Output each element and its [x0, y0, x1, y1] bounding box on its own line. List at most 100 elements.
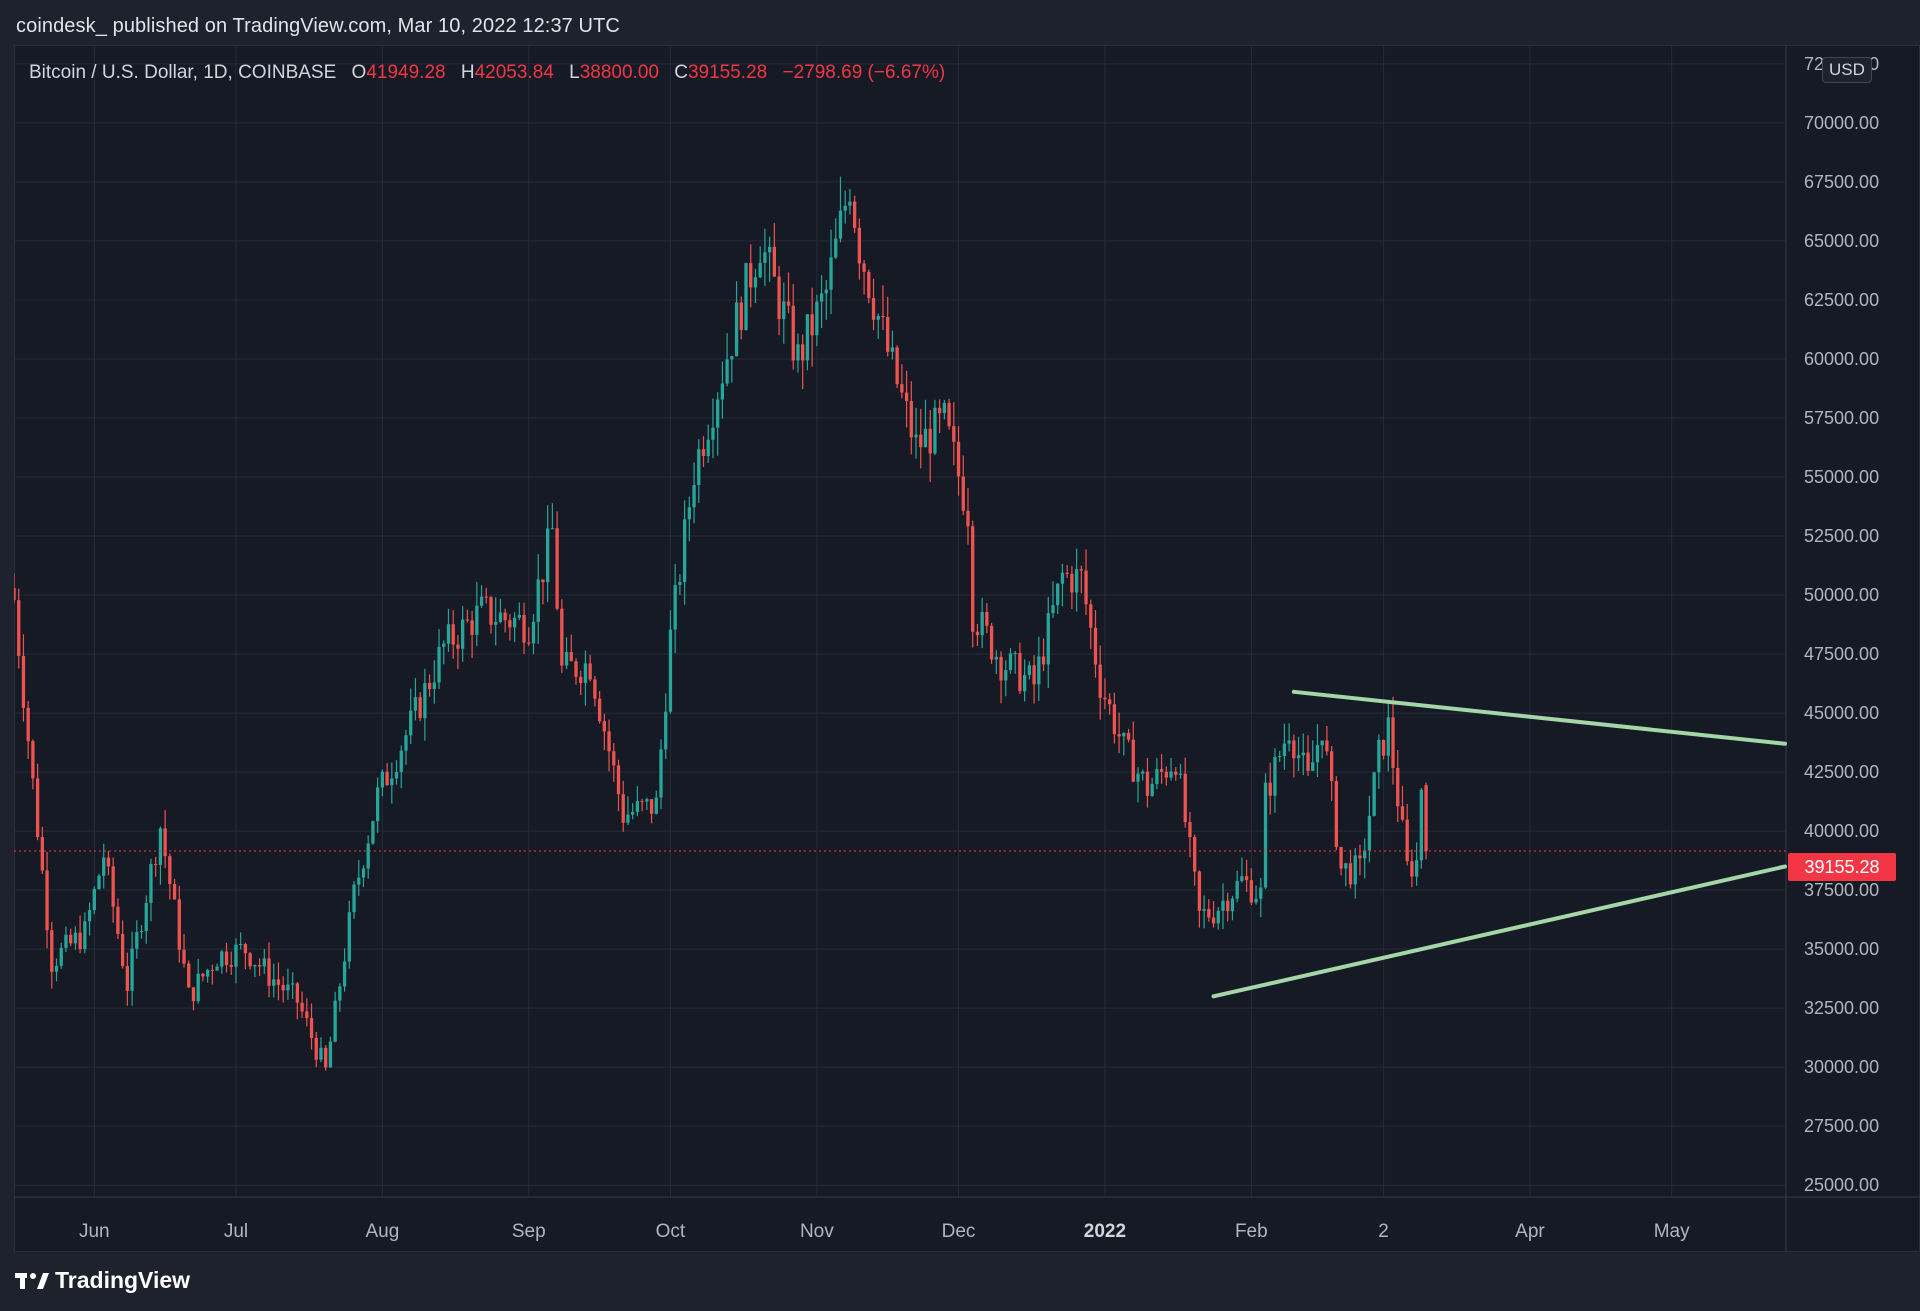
candle-body: [489, 597, 493, 625]
candle-body: [1079, 569, 1083, 571]
candle-body: [281, 984, 285, 991]
candle-body: [1122, 732, 1126, 737]
x-tick-label: Oct: [656, 1221, 686, 1242]
candle-body: [1363, 850, 1367, 859]
candle-body: [1414, 860, 1419, 877]
candle-body: [1004, 670, 1008, 681]
candle-body: [409, 710, 413, 736]
candle-body: [994, 656, 998, 660]
candle-body: [1112, 704, 1117, 735]
currency-button[interactable]: USD: [1822, 57, 1872, 83]
candle-body: [1221, 900, 1225, 911]
candle-body: [314, 1037, 318, 1060]
candle-body: [678, 581, 682, 585]
candle-body: [135, 932, 139, 949]
published-caption: coindesk_ published on TradingView.com, …: [16, 15, 620, 37]
candle-body: [253, 965, 257, 967]
candle-body: [92, 888, 96, 911]
footer-bar: [0, 1252, 1920, 1311]
candle-body: [446, 624, 451, 644]
candle-body: [1396, 767, 1400, 807]
candle-body: [125, 966, 129, 991]
close-label: C: [674, 62, 688, 83]
candle-body: [1367, 815, 1372, 851]
y-tick-label: 35000.00: [1804, 939, 1879, 959]
candle-body: [324, 1047, 328, 1068]
candle-body: [867, 271, 871, 298]
high-value: 42053.84: [474, 62, 554, 83]
candle-body: [664, 711, 668, 750]
close-value: 39155.28: [687, 62, 768, 83]
candle-body: [215, 966, 219, 971]
candle-body: [1141, 771, 1145, 774]
candle-body: [810, 314, 814, 336]
candle-body: [876, 315, 880, 320]
candle-body: [1027, 665, 1032, 675]
candle-body: [564, 652, 569, 666]
candle-body: [26, 707, 30, 742]
candle-body: [631, 811, 635, 815]
candle-body: [701, 449, 706, 457]
candle-body: [371, 821, 375, 844]
candle-body: [357, 877, 361, 885]
y-tick-label: 45000.00: [1804, 703, 1879, 723]
candlestick-chart[interactable]: 25000.00 27500.00 30000.00 32500.00 35000.00…: [14, 45, 1920, 1252]
candle-body: [498, 612, 503, 623]
x-tick-label: May: [1654, 1221, 1690, 1242]
candle-body: [791, 305, 795, 361]
candle-body: [857, 227, 862, 264]
candle-body: [158, 828, 163, 865]
x-tick-label: Jun: [79, 1221, 110, 1242]
y-tick-label: 25000.00: [1804, 1175, 1879, 1195]
candle-body: [1018, 652, 1022, 692]
candle-body: [909, 401, 913, 438]
candle-body: [555, 528, 559, 609]
candle-body: [432, 682, 436, 689]
candle-body: [777, 276, 781, 320]
candle-body: [682, 519, 687, 582]
candle-body: [470, 620, 474, 635]
candle-body: [309, 1018, 314, 1038]
candle-body: [1008, 653, 1013, 671]
y-tick-label: 50000.00: [1804, 585, 1879, 605]
candle-body: [1051, 605, 1055, 614]
candle-body: [1183, 773, 1187, 822]
candle-body: [597, 698, 602, 722]
candle-body: [461, 619, 465, 649]
candle-body: [725, 359, 729, 384]
candle-body: [815, 301, 819, 336]
candle-body: [437, 646, 441, 683]
candle-body: [1093, 627, 1098, 665]
candle-body: [59, 947, 63, 966]
candle-body: [394, 772, 399, 779]
candle-body: [224, 951, 229, 966]
candle-body: [1037, 656, 1041, 685]
candle-body: [734, 302, 739, 357]
candle-body: [659, 749, 663, 798]
candle-body: [1126, 732, 1131, 740]
candle-body: [1339, 847, 1343, 869]
candle-body: [465, 619, 470, 621]
candle-body: [1377, 739, 1381, 773]
candle-body: [852, 201, 857, 228]
candle-body: [1070, 573, 1074, 593]
candle-body: [97, 875, 101, 889]
symbol-name: Bitcoin / U.S. Dollar, 1D, COINBASE: [29, 62, 337, 83]
candle-body: [635, 801, 640, 812]
candle-body: [243, 944, 248, 954]
candle-body: [971, 526, 975, 632]
candle-body: [607, 731, 611, 752]
tradingview-logo[interactable]: TradingView: [15, 1267, 190, 1294]
candle-body: [69, 934, 73, 944]
candle-body: [390, 778, 394, 786]
candle-body: [1240, 876, 1244, 881]
y-tick-label: 42500.00: [1804, 762, 1879, 782]
candle-body: [767, 246, 772, 253]
candle-body: [588, 663, 592, 680]
candle-body: [484, 596, 488, 598]
candle-body: [560, 608, 564, 666]
candle-body: [1216, 910, 1220, 924]
tradingview-logo-text: TradingView: [55, 1267, 191, 1293]
candle-body: [985, 611, 989, 626]
candle-body: [456, 644, 460, 649]
